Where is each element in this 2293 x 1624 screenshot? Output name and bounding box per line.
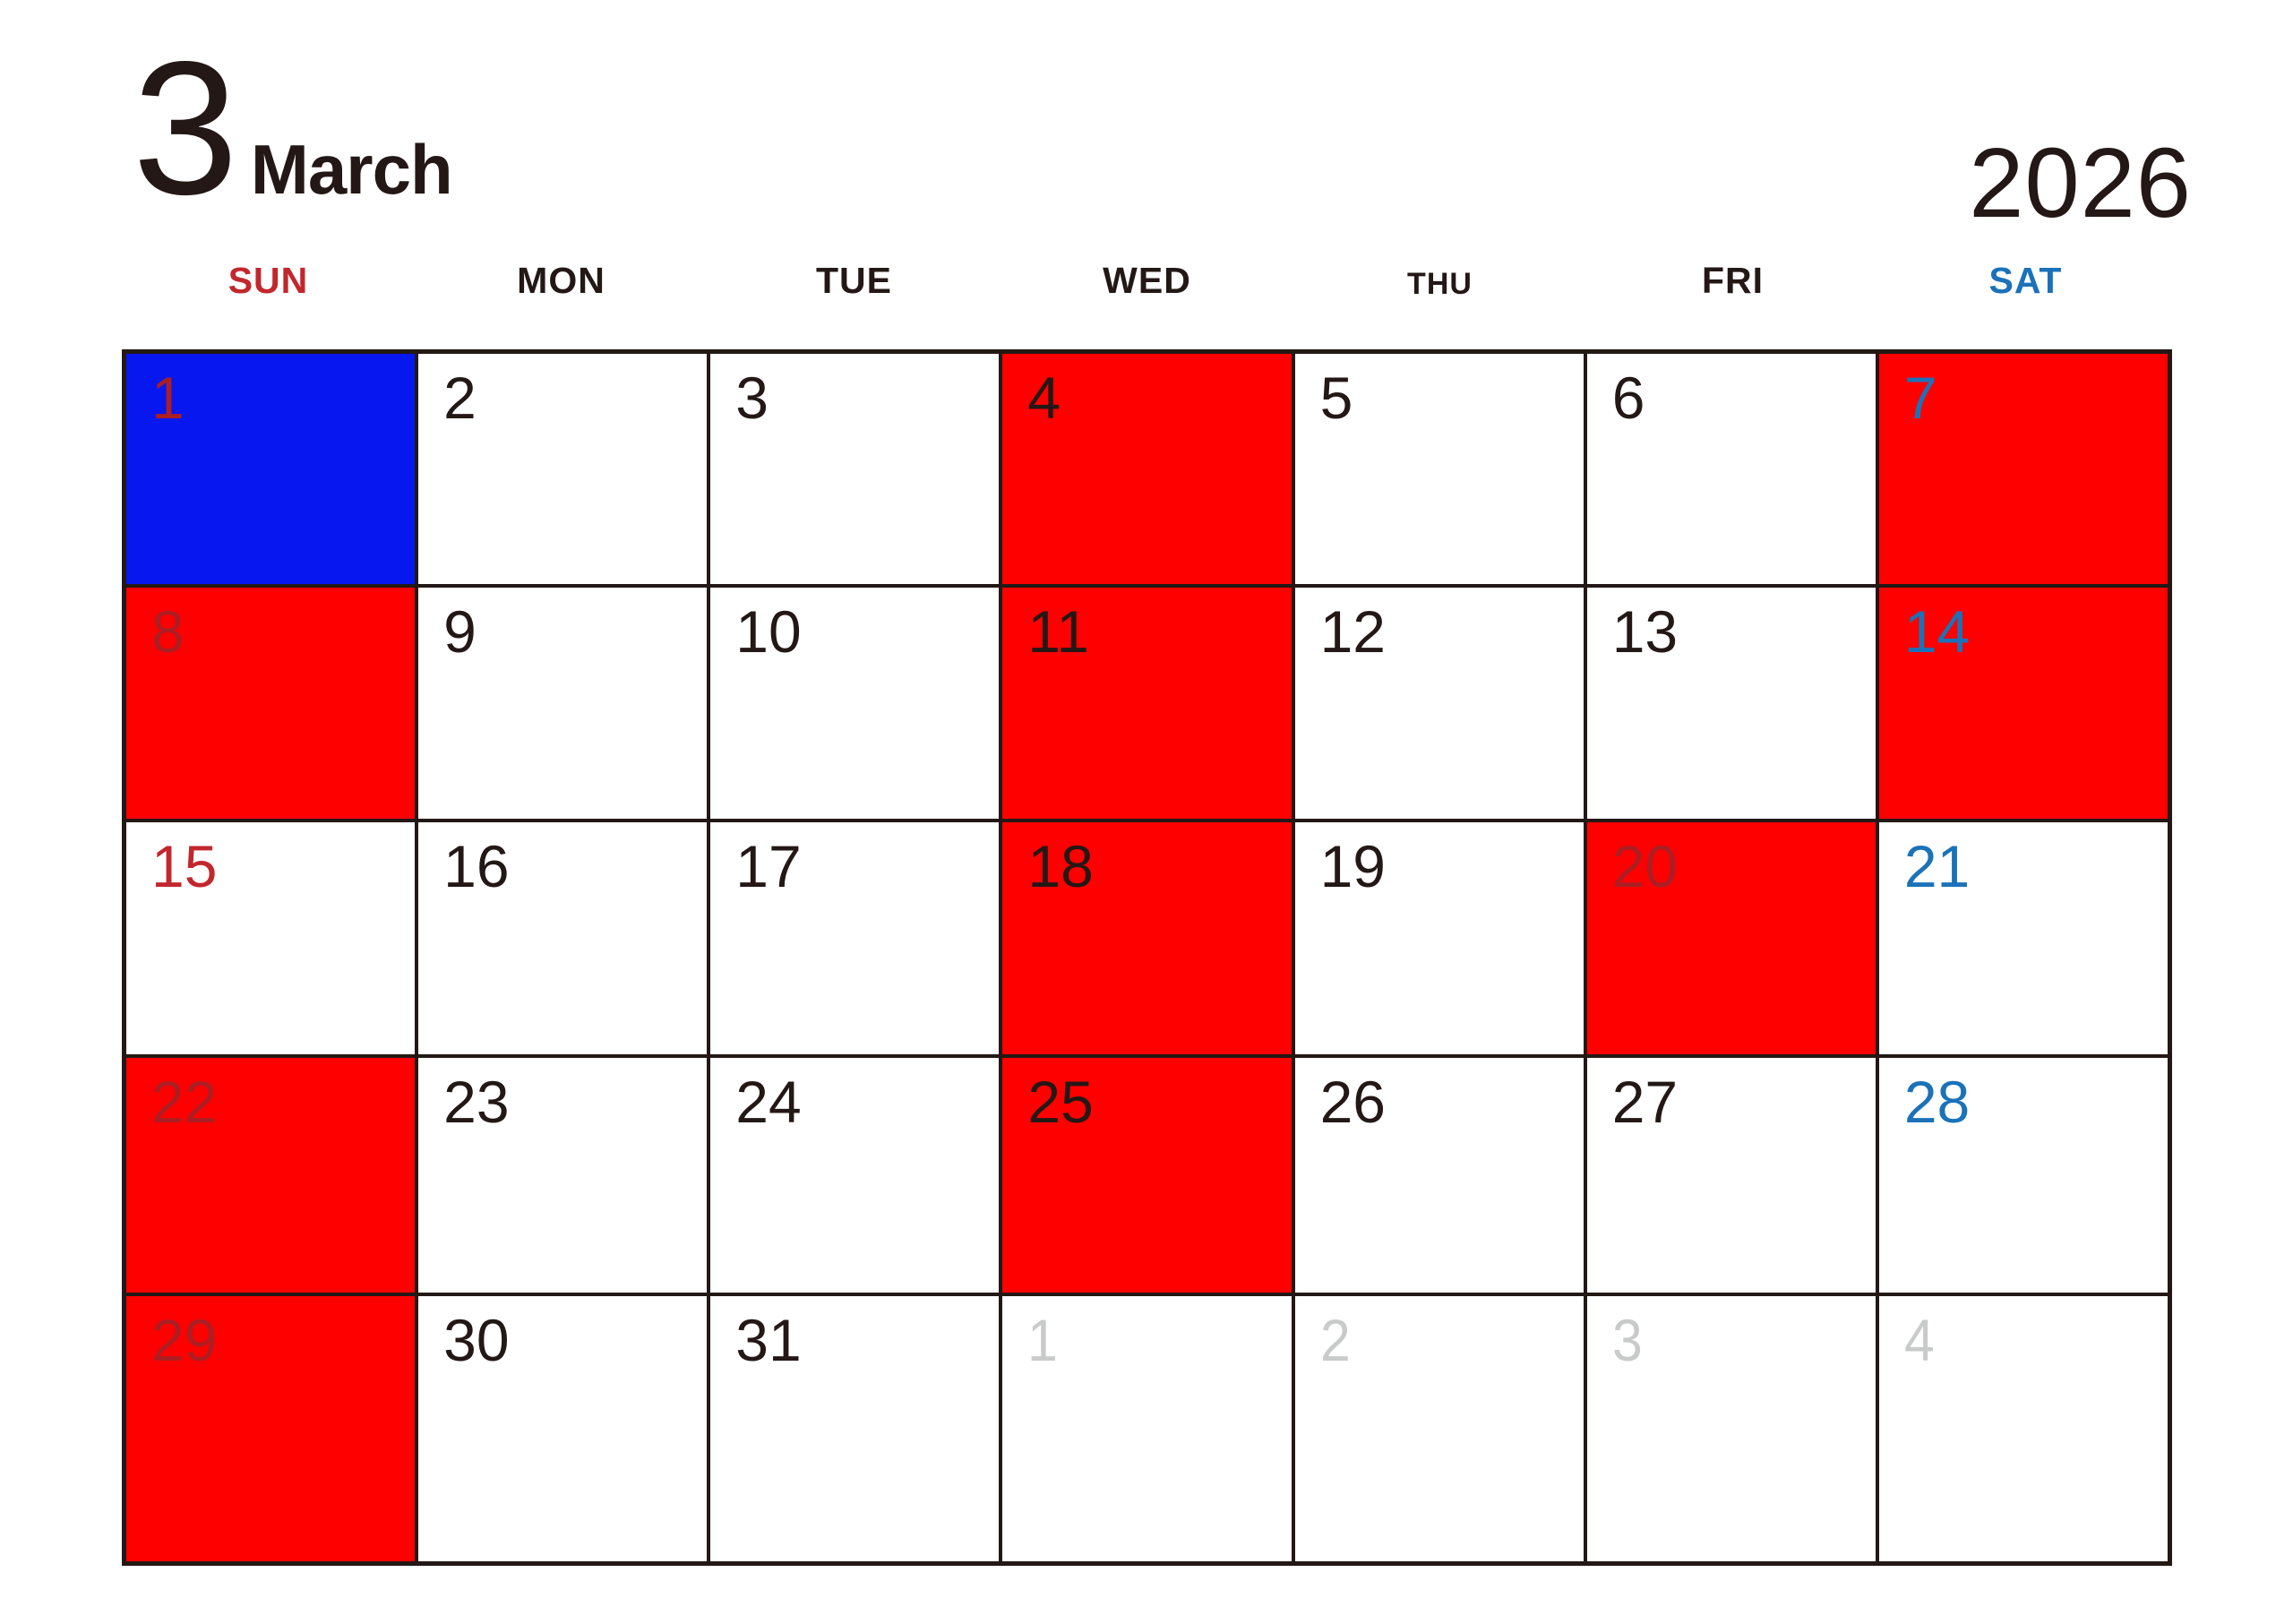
day-number: 15: [151, 833, 218, 900]
day-number: 19: [1319, 833, 1386, 900]
day-cell-31: 31: [710, 1296, 1000, 1561]
day-number: 23: [443, 1069, 510, 1136]
day-number: 18: [1027, 833, 1094, 900]
day-cell-23: 23: [418, 1058, 708, 1293]
day-cell-16: 16: [418, 822, 708, 1055]
day-cell-28: 28: [1878, 1058, 2168, 1293]
month-name: March: [250, 130, 453, 209]
day-number: 20: [1611, 833, 1679, 900]
day-number: 11: [1027, 598, 1089, 666]
day-number: 4: [1027, 365, 1061, 431]
weekday-label-sat: SAT: [1988, 260, 2063, 301]
day-cell-11: 11: [1002, 588, 1292, 820]
day-cell-30: 30: [418, 1296, 708, 1561]
day-number: 30: [443, 1307, 510, 1374]
day-cell-24: 24: [710, 1058, 1000, 1293]
day-cell-26: 26: [1294, 1058, 1584, 1293]
day-cell-15: 15: [126, 822, 416, 1055]
day-cell-14: 14: [1878, 588, 2168, 820]
day-cell-2: 2: [418, 354, 708, 585]
day-cell-next-3: 3: [1586, 1296, 1876, 1561]
day-cell-17: 17: [710, 822, 1000, 1055]
day-number: 6: [1611, 365, 1645, 431]
day-number: 21: [1903, 833, 1971, 900]
weekday-label-fri: FRI: [1701, 260, 1765, 301]
day-cell-next-4: 4: [1878, 1296, 2168, 1561]
day-cell-22: 22: [126, 1058, 416, 1293]
day-number: 16: [443, 833, 510, 900]
weekday-label-wed: WED: [1103, 260, 1191, 301]
day-cell-21: 21: [1878, 822, 2168, 1055]
day-number: 27: [1611, 1069, 1679, 1136]
day-number: 1: [151, 365, 185, 431]
day-cell-18: 18: [1002, 822, 1292, 1055]
day-number: 3: [1611, 1307, 1643, 1374]
day-number: 25: [1027, 1069, 1094, 1136]
day-cell-9: 9: [418, 588, 708, 820]
weekday-row: SUN MON TUE WED THU FRI SAT: [122, 260, 2172, 301]
weekday-label-sun: SUN: [228, 260, 309, 301]
day-number: 3: [735, 365, 769, 431]
calendar-grid: 1 2 3 4 5 6 7 8 9 10 11 12 13 14 15 16 17 18 19 20 21 22 23 24 2…: [122, 349, 2172, 1566]
day-number: 29: [151, 1307, 218, 1374]
weekday-label-thu: THU: [1407, 267, 1473, 301]
year-label: 2026: [1969, 128, 2192, 238]
day-number: 31: [735, 1307, 802, 1374]
day-cell-4: 4: [1002, 354, 1292, 585]
day-cell-next-2: 2: [1294, 1296, 1584, 1561]
day-cell-27: 27: [1586, 1058, 1876, 1293]
day-number: 28: [1903, 1069, 1971, 1136]
day-number: 2: [443, 365, 477, 431]
day-cell-next-1: 1: [1002, 1296, 1292, 1561]
day-cell-3: 3: [710, 354, 1000, 585]
day-number: 10: [735, 598, 802, 666]
day-number: 12: [1319, 598, 1386, 666]
calendar-title: 3 March: [133, 21, 453, 234]
day-number: 8: [151, 598, 185, 666]
day-number: 24: [735, 1069, 802, 1136]
weekday-label-mon: MON: [517, 260, 605, 301]
day-cell-19: 19: [1294, 822, 1584, 1055]
day-cell-25: 25: [1002, 1058, 1292, 1293]
day-cell-7: 7: [1878, 354, 2168, 585]
day-number: 9: [443, 598, 477, 666]
day-number: 13: [1611, 598, 1679, 666]
day-cell-6: 6: [1586, 354, 1876, 585]
day-cell-13: 13: [1586, 588, 1876, 820]
day-cell-29: 29: [126, 1296, 416, 1561]
day-cell-8: 8: [126, 588, 416, 820]
day-number: 17: [735, 833, 802, 900]
weekday-label-tue: TUE: [816, 260, 892, 301]
day-number: 2: [1319, 1307, 1351, 1374]
day-number: 5: [1319, 365, 1353, 431]
day-number: 4: [1903, 1307, 1935, 1374]
day-cell-1: 1: [126, 354, 416, 585]
day-cell-5: 5: [1294, 354, 1584, 585]
day-number: 14: [1903, 598, 1971, 666]
day-number: 1: [1027, 1307, 1059, 1374]
day-number: 22: [151, 1069, 218, 1136]
day-cell-20: 20: [1586, 822, 1876, 1055]
month-number: 3: [133, 21, 238, 234]
day-cell-12: 12: [1294, 588, 1584, 820]
day-number: 7: [1903, 365, 1937, 431]
day-number: 26: [1319, 1069, 1386, 1136]
day-cell-10: 10: [710, 588, 1000, 820]
